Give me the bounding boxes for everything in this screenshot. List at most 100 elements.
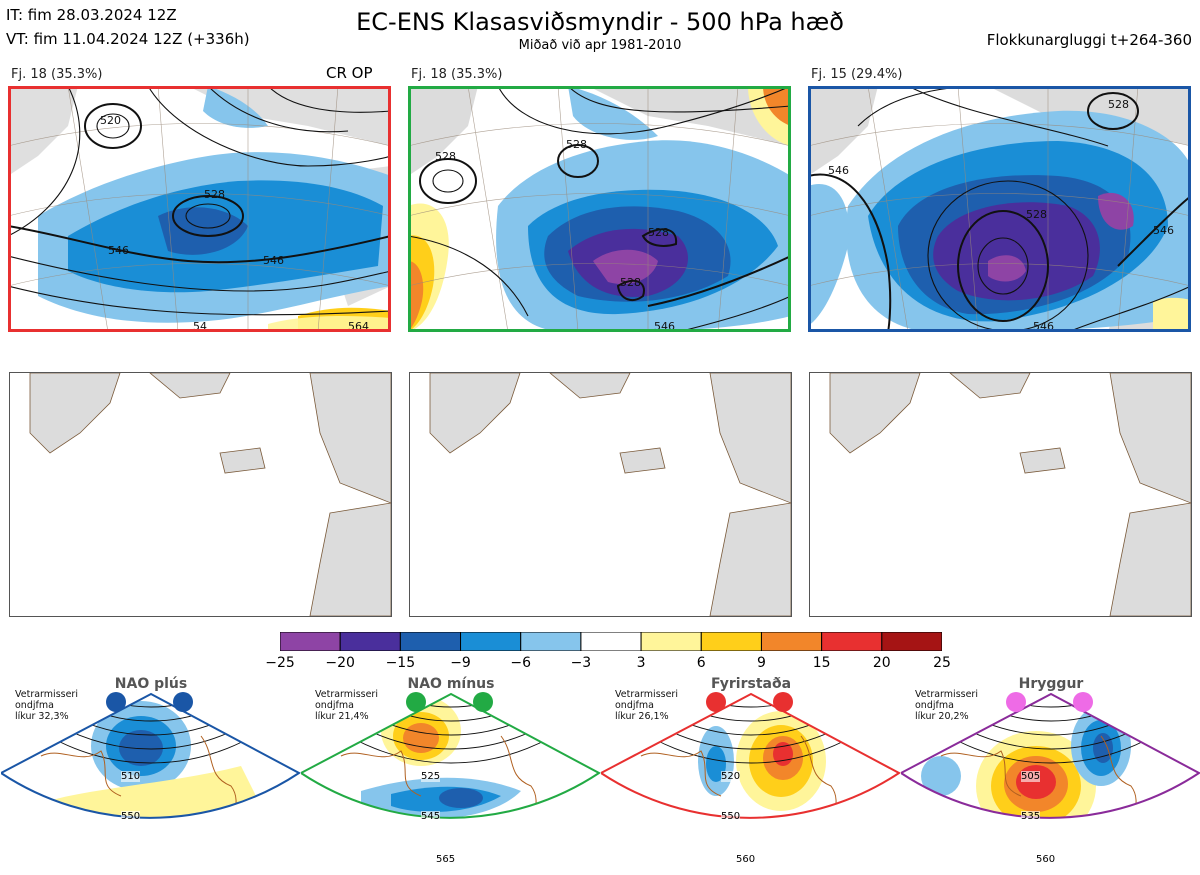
valid-time: VT: fim 11.04.2024 12Z (+336h) <box>6 30 250 48</box>
regime-contour-label: 560 <box>736 854 756 865</box>
colorbar-swatch <box>640 631 702 652</box>
contour-label: 546 <box>263 254 284 267</box>
colorbar-tick-label: 25 <box>933 655 951 671</box>
regime-contour-label: 550 <box>121 811 141 822</box>
land-masses <box>408 86 791 176</box>
regime-marker-dot <box>1073 692 1093 712</box>
regime-marker-dot <box>773 692 793 712</box>
regime-marker-dot <box>1006 692 1026 712</box>
height-contours <box>8 86 391 316</box>
regime-contour-label: 550 <box>721 811 741 822</box>
graticule <box>408 86 791 332</box>
colorbar-tick-label: −9 <box>450 655 471 671</box>
regime-contour-label: 505 <box>1021 771 1041 782</box>
contour-label: 528 <box>1026 208 1047 221</box>
colorbar-tick-label: 3 <box>636 655 646 671</box>
cluster-1-frame <box>8 86 391 332</box>
regime-note-line: ondjfma <box>315 700 354 711</box>
regime-note-line: ondjfma <box>915 700 954 711</box>
regime-note-line: líkur 26,1% <box>615 711 669 722</box>
colorbar-tick-label: 6 <box>696 655 706 671</box>
regime-note-line: líkur 21,4% <box>315 711 369 722</box>
cluster-2-frame <box>408 86 791 332</box>
regime-title: Hryggur <box>1018 676 1084 692</box>
regime-contour-label: 565 <box>436 854 456 865</box>
anomaly-fill <box>38 86 391 332</box>
colorbar-tick-label: −3 <box>570 655 592 671</box>
regime-note-line: ondjfma <box>615 700 654 711</box>
graticule <box>808 86 1191 332</box>
regime-contour-label: 545 <box>421 811 441 822</box>
anomaly-fill <box>808 110 1191 332</box>
colorbar-swatch <box>580 631 642 652</box>
contour-label: 546 <box>108 244 129 257</box>
colorbar-tick-label: 9 <box>756 655 766 671</box>
regime-note-line: Vetrarmisseri <box>915 689 978 700</box>
cluster-3-label: Fj. 15 (29.4%) <box>811 67 903 82</box>
contour-label: 528 <box>566 138 587 151</box>
cluster-1-tag: CR OP <box>326 64 373 82</box>
regime-note-line: líkur 20,2% <box>915 711 969 722</box>
colorbar-ticks: −25 −20 −15 −9 −6 −3 3 6 9 15 20 25 <box>265 655 951 673</box>
regime-note: Vetrarmisseri ondjfma líkur 32,3% <box>15 689 78 722</box>
regime-marker-dot <box>173 692 193 712</box>
empty-map-3 <box>809 372 1192 617</box>
contour-label: 528 <box>620 276 641 289</box>
regime-contour-label: 535 <box>1021 811 1041 822</box>
regime-title: Fyrirstaða <box>710 676 792 692</box>
regime-note-line: ondjfma <box>15 700 54 711</box>
colorbar-swatch <box>821 631 883 652</box>
regime-contour-label: 510 <box>121 771 141 782</box>
contour-label: 528 <box>1108 98 1129 111</box>
colorbar-tick-label: −20 <box>325 655 355 671</box>
colorbar-tick-label: 20 <box>872 655 891 671</box>
colorbar-swatch <box>339 631 401 652</box>
regime-contour-label: 520 <box>721 771 741 782</box>
regime-note-line: Vetrarmisseri <box>15 689 78 700</box>
regime-panel: 510 550 NAO plús Vetrarmisseri ondjfma líkur … <box>0 676 301 871</box>
colorbar-swatch <box>881 631 943 652</box>
empty-map-1 <box>9 372 392 617</box>
regime-note: Vetrarmisseri ondjfma líkur 21,4% <box>315 689 378 722</box>
classification-window: Flokkunargluggi t+264-360 <box>986 31 1192 49</box>
contour-label: 546 <box>828 164 849 177</box>
regime-marker-dot <box>473 692 493 712</box>
colorbar-swatch <box>760 631 823 652</box>
cluster-1-map: 520 528 546 546 564 54 <box>8 86 391 332</box>
height-contours <box>808 86 1191 332</box>
regime-title: NAO plús <box>114 676 188 692</box>
cluster-3-map: 546 528 528 546 546 <box>808 86 1191 332</box>
colorbar-tick-label: −6 <box>510 655 532 671</box>
colorbar <box>279 631 943 652</box>
colorbar-tick-label: −15 <box>385 655 416 671</box>
empty-map-2 <box>409 372 792 617</box>
page-subtitle: Miðað við apr 1981-2010 <box>518 38 682 53</box>
contour-label: 528 <box>204 188 225 201</box>
contour-label: 528 <box>435 150 456 163</box>
regime-note: Vetrarmisseri ondjfma líkur 26,1% <box>615 689 678 722</box>
height-contours <box>408 86 791 332</box>
colorbar-swatch <box>460 631 522 652</box>
regime-note-line: líkur 32,3% <box>15 711 69 722</box>
regime-marker-dot <box>706 692 726 712</box>
page-title: EC-ENS Klasasviðsmyndir - 500 hPa hæð <box>356 8 844 36</box>
regime-panel: 505 535 560 Hryggur Vetrarmisseri ondjfma líku… <box>899 676 1200 871</box>
cluster-2-label: Fj. 18 (35.3%) <box>411 67 503 82</box>
cluster-1-label: Fj. 18 (35.3%) <box>11 67 103 82</box>
regime-panel: 525 545 565 NAO mínus Vetrarmisseri ondjfma lí… <box>299 676 601 871</box>
regime-title: NAO mínus <box>407 676 495 692</box>
regime-marker-dot <box>406 692 426 712</box>
contour-label: 520 <box>100 114 121 127</box>
regime-contour-label: 525 <box>421 771 441 782</box>
colorbar-tick-label: 15 <box>812 655 831 671</box>
contour-label: 546 <box>1153 224 1174 237</box>
contour-label: 528 <box>648 226 669 239</box>
regime-panel: 520 550 560 Fyrirstaða Vetrarmisseri ondjfma l… <box>599 676 901 871</box>
regime-note-line: Vetrarmisseri <box>315 689 378 700</box>
colorbar-swatch <box>279 631 341 652</box>
cluster-3-frame <box>808 86 1191 332</box>
regime-marker-dot <box>106 692 126 712</box>
cluster-2-map: 528 528 528 528 546 <box>408 86 791 332</box>
regime-contour-label: 560 <box>1036 854 1056 865</box>
colorbar-tick-label: −25 <box>265 655 295 671</box>
